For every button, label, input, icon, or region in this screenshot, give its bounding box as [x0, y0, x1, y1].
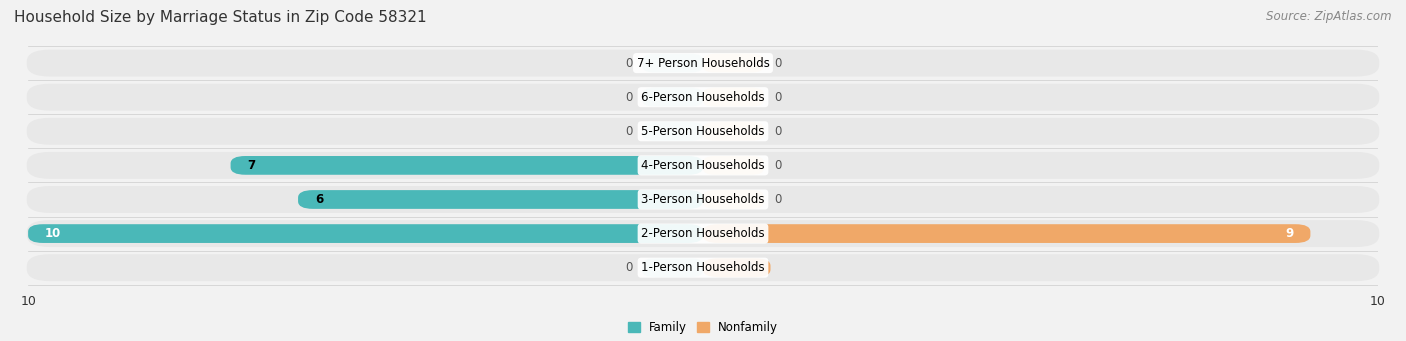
Text: 0: 0 — [773, 57, 782, 70]
FancyBboxPatch shape — [28, 224, 703, 243]
FancyBboxPatch shape — [643, 54, 703, 73]
FancyBboxPatch shape — [27, 254, 1379, 281]
Text: 1: 1 — [745, 261, 754, 274]
FancyBboxPatch shape — [703, 190, 763, 209]
Text: Household Size by Marriage Status in Zip Code 58321: Household Size by Marriage Status in Zip… — [14, 10, 426, 25]
FancyBboxPatch shape — [643, 258, 703, 277]
Text: 10: 10 — [45, 227, 62, 240]
FancyBboxPatch shape — [703, 54, 763, 73]
FancyBboxPatch shape — [27, 84, 1379, 111]
FancyBboxPatch shape — [27, 152, 1379, 179]
FancyBboxPatch shape — [703, 224, 1310, 243]
FancyBboxPatch shape — [27, 50, 1379, 77]
Text: 6-Person Households: 6-Person Households — [641, 91, 765, 104]
Text: 1-Person Households: 1-Person Households — [641, 261, 765, 274]
Text: 5-Person Households: 5-Person Households — [641, 125, 765, 138]
FancyBboxPatch shape — [27, 186, 1379, 213]
FancyBboxPatch shape — [643, 122, 703, 141]
Legend: Family, Nonfamily: Family, Nonfamily — [623, 316, 783, 339]
Text: 0: 0 — [773, 193, 782, 206]
FancyBboxPatch shape — [703, 258, 770, 277]
Text: 3-Person Households: 3-Person Households — [641, 193, 765, 206]
Text: 0: 0 — [624, 91, 633, 104]
Text: Source: ZipAtlas.com: Source: ZipAtlas.com — [1267, 10, 1392, 23]
FancyBboxPatch shape — [703, 156, 763, 175]
FancyBboxPatch shape — [27, 118, 1379, 145]
FancyBboxPatch shape — [231, 156, 703, 175]
Text: 7+ Person Households: 7+ Person Households — [637, 57, 769, 70]
Text: 2-Person Households: 2-Person Households — [641, 227, 765, 240]
Text: 0: 0 — [773, 125, 782, 138]
Text: 0: 0 — [773, 159, 782, 172]
FancyBboxPatch shape — [27, 220, 1379, 247]
Text: 0: 0 — [624, 261, 633, 274]
FancyBboxPatch shape — [703, 88, 763, 107]
Text: 0: 0 — [773, 91, 782, 104]
Text: 9: 9 — [1285, 227, 1294, 240]
Text: 6: 6 — [315, 193, 323, 206]
Text: 0: 0 — [624, 125, 633, 138]
Text: 7: 7 — [247, 159, 256, 172]
Text: 0: 0 — [624, 57, 633, 70]
FancyBboxPatch shape — [643, 88, 703, 107]
Text: 4-Person Households: 4-Person Households — [641, 159, 765, 172]
FancyBboxPatch shape — [703, 122, 763, 141]
FancyBboxPatch shape — [298, 190, 703, 209]
